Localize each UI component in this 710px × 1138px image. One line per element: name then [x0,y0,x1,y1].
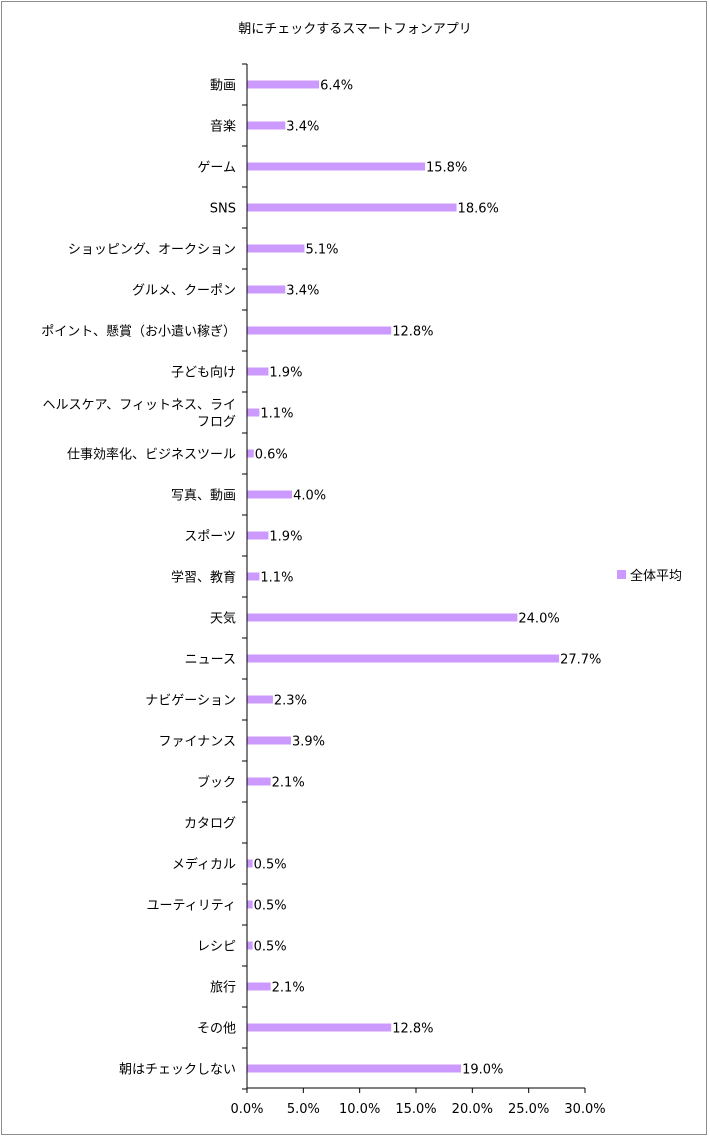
category-label: カタログ [184,817,236,832]
bar [247,367,269,376]
value-label: 0.5% [254,899,287,914]
category-label: 朝はチェックしない [119,1063,236,1078]
category-label: ブック [197,775,236,791]
category-label: メディカル [172,857,236,873]
bar [247,654,560,663]
bar [247,449,254,458]
bar [247,695,273,704]
value-label: 2.3% [274,694,307,709]
bar [247,80,320,89]
category-label: 天気 [210,611,236,627]
value-label: 19.0% [462,1063,503,1078]
bar [247,408,260,417]
legend-label: 全体平均 [630,568,682,584]
value-label: 12.8% [392,325,433,340]
bar [247,941,253,950]
x-tick-label: 5.0% [287,1102,320,1117]
bar [247,244,305,253]
axes-group [242,63,586,1093]
bar [247,982,271,991]
value-label: 0.5% [254,940,287,955]
category-label: ゲーム [197,161,236,176]
category-label: ファイナンス [159,735,236,750]
category-label: 動画 [210,79,236,94]
value-label: 0.6% [255,448,288,463]
bar [247,736,291,745]
x-tick-label: 15.0% [395,1102,436,1117]
bar [247,777,271,786]
category-label: 子ども向け [171,365,236,381]
category-label: レシピ [197,940,236,955]
value-label: 1.1% [260,571,293,586]
category-label: 旅行 [210,981,236,996]
bar [247,326,392,335]
x-tick-label: 30.0% [564,1102,605,1117]
bar [247,531,269,540]
category-label: 学習、教育 [171,570,236,586]
category-label: ニュース [185,653,236,668]
value-label: 27.7% [560,653,601,668]
category-label: グルメ、クーポン [132,284,236,299]
bar [247,859,253,868]
category-label: 写真、動画 [171,489,236,504]
bar [247,613,518,622]
bar [247,900,253,909]
value-label: 1.9% [269,366,302,381]
bar [247,490,293,499]
value-label: 3.9% [292,735,325,750]
value-label: 2.1% [272,981,305,996]
category-label: ヘルスケア、フィットネス、ライ [43,398,236,413]
value-label: 0.5% [254,858,287,873]
bar [247,121,286,130]
value-label: 3.4% [286,120,319,135]
legend: 全体平均 [617,568,682,584]
value-label: 6.4% [320,79,353,94]
category-label: フログ [197,415,236,430]
value-labels-group: 6.4% 3.4% 15.8% 18.6% 5.1% 3.4% 12.8% 1.9% 1.1% 0… [254,79,602,1078]
value-label: 5.1% [305,243,338,258]
bar [247,1064,462,1073]
bar [247,1023,392,1032]
legend-swatch [617,570,626,579]
value-label: 24.0% [518,612,559,627]
bar [247,203,457,212]
bars-group [247,80,560,1073]
category-label: 音楽 [210,119,236,135]
category-label: SNS [210,202,236,217]
x-tick-labels-group: 0.0% 5.0% 10.0% 15.0% 20.0% 25.0% 30.0% [230,1102,605,1117]
category-label: スポーツ [184,530,236,545]
chart-title: 朝にチェックするスマートフォンアプリ [238,22,472,37]
value-label: 18.6% [458,202,499,217]
category-label: その他 [197,1022,236,1037]
value-label: 3.4% [286,284,319,299]
value-label: 4.0% [293,489,326,504]
value-label: 1.1% [260,407,293,422]
x-tick-label: 0.0% [230,1102,263,1117]
x-tick-label: 25.0% [508,1102,549,1117]
bar [247,572,260,581]
value-label: 2.1% [272,776,305,791]
category-label: ナビゲーション [145,694,236,709]
value-label: 12.8% [392,1022,433,1037]
category-label: ポイント、懸賞（お小遣い稼ぎ） [41,325,236,340]
category-label: 仕事効率化、ビジネスツール [67,447,236,463]
value-label: 15.8% [426,161,467,176]
bar [247,162,426,171]
category-label: ユーティリティ [147,899,236,914]
bar [247,285,286,294]
value-label: 1.9% [269,530,302,545]
x-tick-label: 20.0% [452,1102,493,1117]
category-label: ショッピング、オークション [68,243,236,258]
x-tick-label: 10.0% [339,1102,380,1117]
